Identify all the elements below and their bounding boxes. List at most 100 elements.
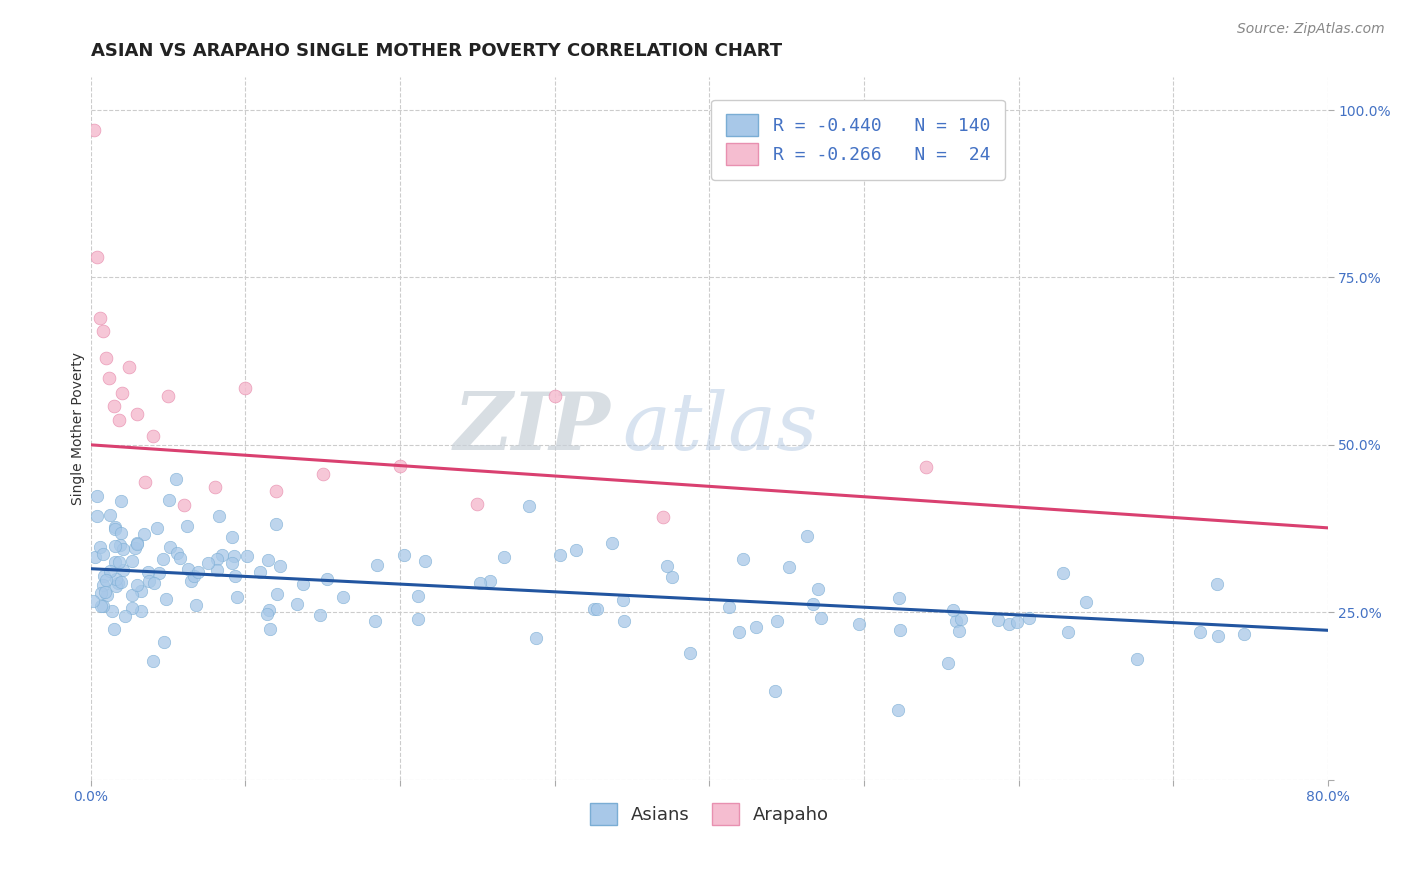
Point: [309, 607, 332, 622]
Point: [98, 371, 121, 385]
Point: [127, 408, 149, 422]
Point: [1206, 629, 1229, 643]
Point: [291, 577, 314, 591]
Point: [394, 548, 416, 562]
Point: [169, 550, 191, 565]
Point: [1005, 615, 1028, 630]
Point: [142, 575, 165, 590]
Point: [107, 413, 129, 427]
Point: [1074, 594, 1097, 608]
Text: Source: ZipAtlas.com: Source: ZipAtlas.com: [1237, 22, 1385, 37]
Point: [1018, 611, 1040, 625]
Point: [652, 509, 675, 524]
Point: [208, 509, 231, 524]
Point: [82, 593, 104, 607]
Point: [90, 586, 112, 600]
Point: [222, 549, 245, 564]
Point: [332, 590, 354, 604]
Point: [111, 386, 134, 401]
Point: [406, 589, 429, 603]
Point: [91, 578, 114, 592]
Point: [257, 603, 280, 617]
Point: [114, 609, 136, 624]
Point: [1233, 627, 1256, 641]
Point: [221, 530, 243, 544]
Point: [94, 574, 117, 588]
Point: [1206, 577, 1229, 591]
Text: atlas: atlas: [623, 389, 818, 467]
Point: [249, 565, 271, 579]
Point: [93, 548, 115, 562]
Point: [148, 566, 170, 581]
Point: [848, 617, 870, 632]
Point: [1126, 652, 1149, 666]
Point: [550, 549, 572, 563]
Point: [166, 546, 188, 560]
Point: [111, 541, 134, 556]
Point: [661, 570, 683, 584]
Point: [187, 565, 209, 579]
Point: [197, 556, 219, 570]
Point: [224, 569, 246, 583]
Point: [91, 324, 114, 338]
Point: [86, 508, 108, 523]
Point: [132, 526, 155, 541]
Point: [129, 604, 152, 618]
Point: [186, 598, 208, 612]
Point: [90, 599, 112, 613]
Point: [138, 574, 160, 589]
Point: [205, 552, 228, 566]
Point: [733, 552, 755, 566]
Point: [728, 625, 751, 640]
Point: [152, 552, 174, 566]
Point: [467, 497, 489, 511]
Point: [146, 521, 169, 535]
Point: [915, 460, 938, 475]
Point: [612, 592, 634, 607]
Point: [266, 587, 288, 601]
Point: [810, 611, 832, 625]
Point: [98, 508, 121, 523]
Point: [889, 623, 911, 637]
Point: [103, 399, 125, 413]
Point: [264, 517, 287, 532]
Point: [312, 467, 335, 481]
Point: [124, 541, 146, 555]
Point: [544, 389, 567, 403]
Point: [104, 520, 127, 534]
Point: [235, 381, 257, 395]
Point: [205, 563, 228, 577]
Point: [110, 575, 132, 590]
Point: [112, 563, 135, 577]
Point: [134, 475, 156, 489]
Point: [406, 612, 429, 626]
Point: [1056, 625, 1078, 640]
Text: ZIP: ZIP: [454, 389, 610, 467]
Point: [778, 560, 800, 574]
Point: [157, 389, 180, 403]
Point: [745, 619, 768, 633]
Point: [136, 566, 159, 580]
Point: [98, 564, 121, 578]
Point: [389, 458, 412, 473]
Point: [86, 489, 108, 503]
Point: [104, 522, 127, 536]
Point: [89, 310, 111, 325]
Point: [118, 360, 141, 375]
Point: [103, 623, 125, 637]
Point: [83, 123, 105, 137]
Point: [266, 483, 288, 498]
Point: [945, 614, 967, 628]
Point: [104, 579, 127, 593]
Point: [526, 631, 548, 645]
Point: [93, 585, 115, 599]
Point: [987, 614, 1010, 628]
Point: [887, 703, 910, 717]
Point: [468, 575, 491, 590]
Point: [236, 549, 259, 563]
Point: [204, 480, 226, 494]
Point: [1188, 625, 1211, 640]
Point: [583, 602, 606, 616]
Point: [104, 572, 127, 586]
Point: [142, 428, 165, 442]
